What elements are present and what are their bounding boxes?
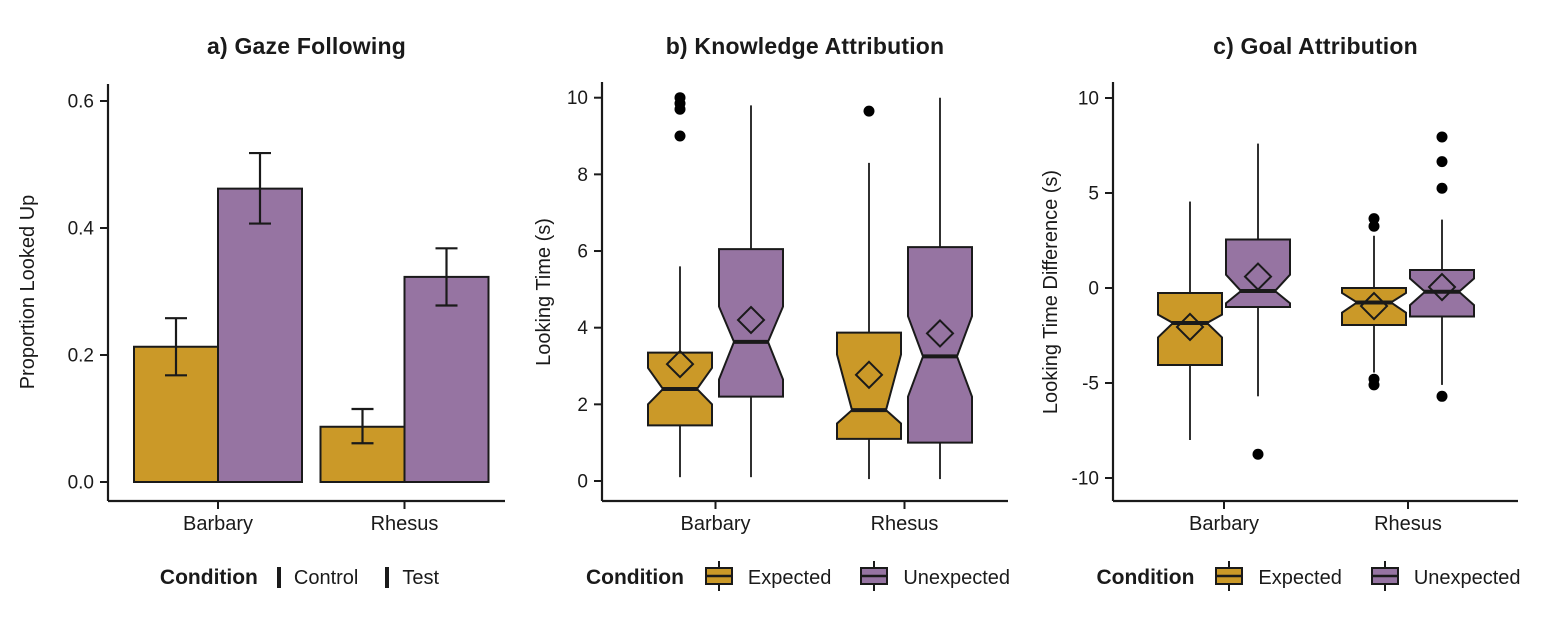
y-tick-label: 5 [1088, 184, 1099, 205]
bar-test [403, 275, 490, 483]
legend-label-control: Control [293, 566, 359, 589]
y-tick-label: 0.4 [68, 219, 95, 240]
legend-boxplot-glyph [704, 560, 733, 591]
legend-swatch-control [276, 567, 281, 588]
bar-test [217, 187, 303, 483]
legend-label-unexpected: Unexpected [1413, 566, 1521, 589]
legend-title: Condition [159, 566, 258, 589]
y-tick-label: 0 [1088, 279, 1099, 300]
legend-color-square [385, 567, 390, 588]
mean-diamond [925, 319, 955, 348]
y-tick-label: 0.6 [68, 92, 94, 113]
panel-a-ylabel: Proportion Looked Up [17, 194, 39, 390]
legend-label-unexpected: Unexpected [903, 566, 1011, 589]
panel-c-legend: Condition Expected Unexpected [1096, 558, 1521, 599]
panel-a-legend: Condition Control Test [108, 558, 505, 598]
legend-label-expected: Expected [747, 566, 832, 589]
mean-diamond [1243, 262, 1273, 292]
outlier-point [1436, 182, 1448, 194]
panel-b-ylabel: Looking Time (s) [533, 218, 555, 366]
outlier-point [1436, 390, 1448, 402]
notched-box-unexpected [718, 248, 784, 398]
panel-b-legend: Condition Expected Unexpected [586, 558, 1011, 599]
x-category-label: Barbary [183, 513, 253, 535]
y-tick-label: -5 [1082, 374, 1099, 395]
notched-box-unexpected [1225, 238, 1291, 308]
outlier-point [1252, 448, 1264, 460]
legend-color-square [276, 567, 281, 588]
legend-label-expected: Expected [1258, 566, 1342, 589]
x-category-label: Rhesus [1374, 513, 1442, 535]
mean-diamond [1359, 291, 1389, 321]
x-category-label: Rhesus [871, 513, 939, 535]
panel-c-ylabel: Looking Time Difference (s) [1040, 169, 1062, 415]
panel-b-title: b) Knowledge Attribution [665, 33, 945, 59]
y-tick-label: 4 [577, 318, 588, 339]
y-tick-label: 10 [1078, 89, 1099, 110]
outlier-point [1368, 379, 1380, 391]
outlier-point [1436, 156, 1448, 168]
legend-swatch-expected [1213, 558, 1245, 599]
mean-diamond [736, 305, 766, 335]
panel-c-title: c) Goal Attribution [1213, 33, 1418, 59]
mean-diamond [854, 360, 884, 390]
legend-label-test: Test [402, 566, 440, 589]
y-tick-label: 6 [577, 242, 588, 263]
y-tick-label: 8 [577, 165, 588, 186]
outlier-point [863, 105, 875, 117]
outlier-point [1436, 131, 1448, 143]
y-tick-label: -10 [1072, 469, 1099, 490]
notched-box-unexpected [907, 246, 973, 444]
outlier-point [1368, 220, 1380, 232]
legend-boxplot-glyph [860, 560, 889, 591]
notched-box-expected [1157, 291, 1223, 366]
legend-title: Condition [585, 566, 684, 589]
legend-swatch-test [385, 567, 390, 588]
x-category-label: Barbary [1189, 513, 1259, 535]
x-category-label: Barbary [680, 513, 750, 535]
outlier-point [1368, 213, 1380, 225]
y-tick-label: 0.2 [68, 346, 94, 367]
outlier-point [674, 92, 686, 104]
legend-swatch-expected [703, 558, 735, 599]
legend-boxplot-glyph [1370, 560, 1399, 591]
mean-diamond [665, 349, 695, 379]
legend-swatch-unexpected [858, 558, 890, 599]
legend-title: Condition [1096, 566, 1195, 589]
y-tick-label: 2 [577, 395, 588, 416]
panel-a-title: a) Gaze Following [207, 33, 406, 59]
y-tick-label: 0.0 [68, 473, 94, 494]
y-tick-label: 0 [577, 472, 588, 493]
y-tick-label: 10 [567, 88, 588, 109]
legend-boxplot-glyph [1215, 560, 1244, 591]
mean-diamond [1427, 272, 1457, 302]
notched-box-expected [836, 331, 902, 440]
notched-box-expected [1341, 287, 1407, 327]
legend-swatch-unexpected [1369, 558, 1401, 599]
outlier-point [674, 130, 686, 142]
x-category-label: Rhesus [371, 513, 439, 535]
mean-diamond [1175, 312, 1205, 342]
